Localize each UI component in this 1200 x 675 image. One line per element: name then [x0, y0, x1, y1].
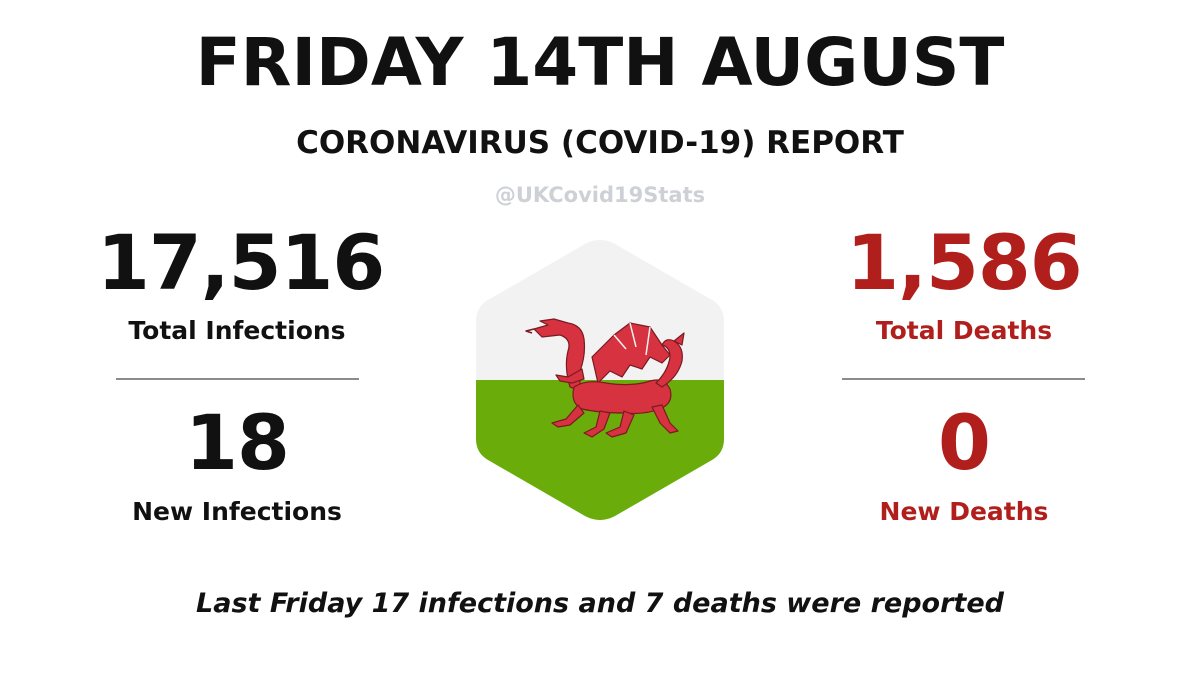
last-week-comparison: Last Friday 17 infections and 7 deaths w…: [196, 588, 1004, 619]
twitter-handle: @UKCovid19Stats: [494, 183, 706, 207]
report-subtitle: CORONAVIRUS (COVID-19) REPORT: [296, 125, 904, 161]
report-date-title: FRIDAY 14TH AUGUST: [195, 24, 1005, 101]
new-infections-value: 18: [185, 398, 290, 487]
deaths-divider: [842, 378, 1085, 380]
new-deaths-value: 0: [938, 398, 991, 487]
new-deaths-label: New Deaths: [879, 497, 1049, 526]
dragon-figure: [525, 318, 685, 438]
welsh-dragon-flag-icon: [474, 237, 726, 523]
total-deaths-label: Total Deaths: [875, 316, 1053, 345]
new-infections-label: New Infections: [132, 497, 342, 526]
infections-divider: [116, 378, 359, 380]
total-deaths-value: 1,586: [846, 218, 1082, 307]
total-infections-value: 17,516: [97, 218, 385, 307]
total-infections-label: Total Infections: [128, 316, 346, 345]
